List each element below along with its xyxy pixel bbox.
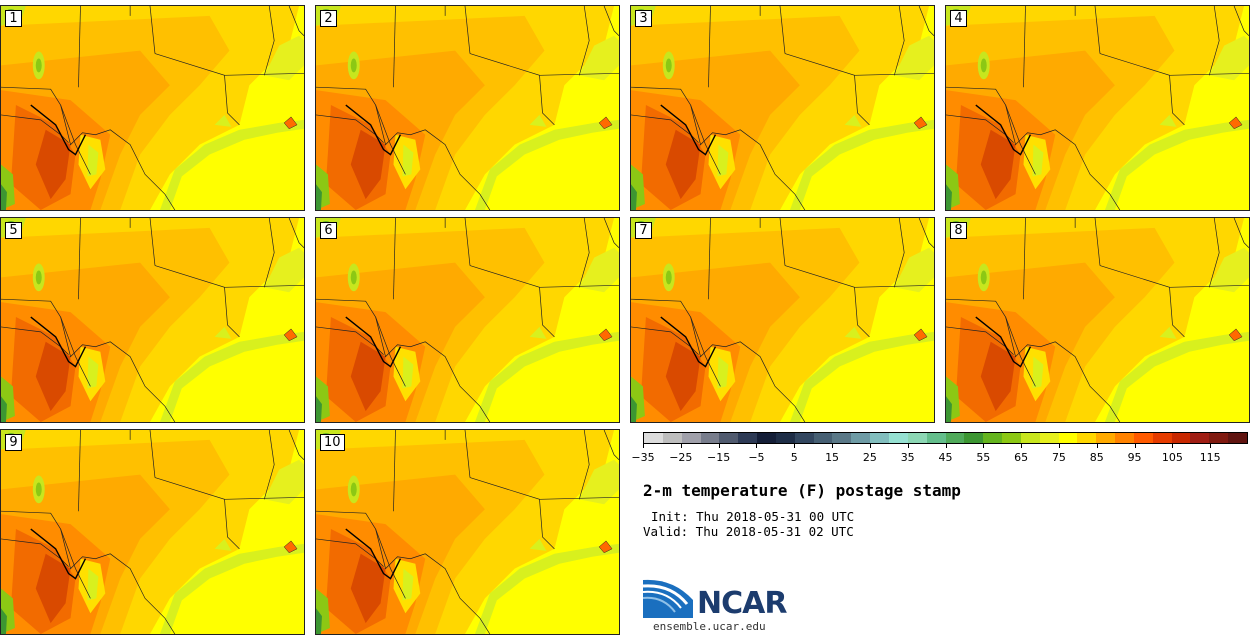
- colorbar-swatch-11: [851, 433, 871, 443]
- member-number-label: 5: [5, 222, 22, 239]
- colorbar-swatch-5: [738, 433, 758, 443]
- colorbar-tick: [680, 444, 682, 448]
- stamp-map-member-5: 5: [0, 217, 305, 423]
- colorbar-ticks: −35 −25 −15 −5 5 15 25 35 45 55 65 75 85 95 105 115: [631, 444, 1248, 466]
- colorbar-swatch-0: [644, 433, 663, 443]
- colorbar-swatch-23: [1077, 433, 1097, 443]
- stamp-map-member-6: 6: [315, 217, 620, 423]
- member-number-label: 4: [950, 10, 967, 27]
- colorbar-swatch-18: [983, 433, 1003, 443]
- colorbar-tick: [983, 444, 985, 448]
- colorbar-tick: [718, 444, 720, 448]
- colorbar-swatch-22: [1058, 433, 1078, 443]
- stamp-map-member-2: 2: [315, 5, 620, 211]
- colorbar-tick-label: 105: [1161, 451, 1183, 464]
- colorbar-swatch-26: [1133, 433, 1153, 443]
- ensemble-url: ensemble.ucar.edu: [653, 620, 766, 633]
- colorbar-tick: [1210, 444, 1212, 448]
- colorbar-swatch-16: [945, 433, 965, 443]
- colorbar-tick: [1172, 444, 1174, 448]
- stamp-map-member-10: 10: [315, 429, 620, 635]
- colorbar-swatch-27: [1152, 433, 1172, 443]
- colorbar-tick-label: 35: [900, 451, 915, 464]
- colorbar-swatch-14: [907, 433, 927, 443]
- colorbar-swatch-2: [681, 433, 701, 443]
- member-number-label: 6: [320, 222, 337, 239]
- colorbar-tick-label: −5: [748, 451, 765, 464]
- member-number-label: 7: [635, 222, 652, 239]
- init-time: Init: Thu 2018-05-31 00 UTC: [651, 509, 855, 524]
- colorbar-swatch-30: [1209, 433, 1229, 443]
- colorbar-tick: [907, 444, 909, 448]
- colorbar-tick-label: 55: [976, 451, 991, 464]
- stamp-map-member-9: 9: [0, 429, 305, 635]
- colorbar-swatch-29: [1190, 433, 1210, 443]
- colorbar-tick-label: −35: [631, 451, 655, 464]
- colorbar-swatch-7: [775, 433, 795, 443]
- stamp-map-member-8: 8: [945, 217, 1250, 423]
- ncar-logo-text: NCAR: [697, 586, 787, 621]
- member-number-label: 3: [635, 10, 652, 27]
- colorbar-tick: [832, 444, 834, 448]
- colorbar-tick: [1096, 444, 1098, 448]
- colorbar-swatch-4: [719, 433, 739, 443]
- colorbar-swatch-31: [1228, 433, 1247, 443]
- colorbar-tick-label: 75: [1051, 451, 1066, 464]
- colorbar-tick-label: 5: [790, 451, 798, 464]
- colorbar-tick-label: 65: [1014, 451, 1029, 464]
- colorbar-swatch-20: [1020, 433, 1040, 443]
- ncar-logo-icon: [643, 579, 693, 618]
- colorbar-tick-label: −15: [707, 451, 731, 464]
- colorbar-tick: [643, 444, 644, 448]
- colorbar-tick: [1134, 444, 1136, 448]
- colorbar-tick: [945, 444, 947, 448]
- colorbar-tick: [1058, 444, 1060, 448]
- member-number-label: 8: [950, 222, 967, 239]
- colorbar-tick: [869, 444, 871, 448]
- colorbar-swatch-28: [1171, 433, 1191, 443]
- colorbar-tick-label: 15: [825, 451, 840, 464]
- member-number-label: 1: [5, 10, 22, 27]
- colorbar-swatch-3: [700, 433, 720, 443]
- member-number-label: 9: [5, 434, 22, 451]
- colorbar-swatch-15: [926, 433, 946, 443]
- colorbar-swatch-1: [662, 433, 682, 443]
- colorbar-tick-label: 45: [938, 451, 953, 464]
- colorbar-swatch-9: [813, 433, 833, 443]
- stamp-map-member-7: 7: [630, 217, 935, 423]
- colorbar-swatch-10: [832, 433, 852, 443]
- chart-title: 2-m temperature (F) postage stamp: [643, 481, 961, 500]
- temperature-colorbar: [643, 432, 1248, 444]
- valid-time: Valid: Thu 2018-05-31 02 UTC: [643, 524, 854, 539]
- stamp-map-member-3: 3: [630, 5, 935, 211]
- colorbar-tick-label: 85: [1089, 451, 1104, 464]
- colorbar-swatch-12: [870, 433, 889, 443]
- colorbar-swatch-6: [757, 433, 776, 443]
- colorbar-swatch-19: [1002, 433, 1021, 443]
- stamp-map-member-4: 4: [945, 5, 1250, 211]
- member-number-label: 10: [320, 434, 345, 451]
- colorbar-tick: [794, 444, 796, 448]
- colorbar-tick-label: 25: [862, 451, 877, 464]
- colorbar-tick-label: 95: [1127, 451, 1142, 464]
- colorbar-tick-label: −25: [669, 451, 693, 464]
- colorbar-tick: [1021, 444, 1023, 448]
- stamp-map-member-1: 1: [0, 5, 305, 211]
- member-number-label: 2: [320, 10, 337, 27]
- colorbar-tick-label: 115: [1199, 451, 1221, 464]
- colorbar-swatch-17: [964, 433, 984, 443]
- colorbar-swatch-13: [888, 433, 908, 443]
- colorbar-swatch-24: [1096, 433, 1116, 443]
- colorbar-swatch-25: [1115, 433, 1134, 443]
- colorbar-swatch-8: [794, 433, 814, 443]
- colorbar-tick: [756, 444, 758, 448]
- colorbar-swatch-21: [1039, 433, 1059, 443]
